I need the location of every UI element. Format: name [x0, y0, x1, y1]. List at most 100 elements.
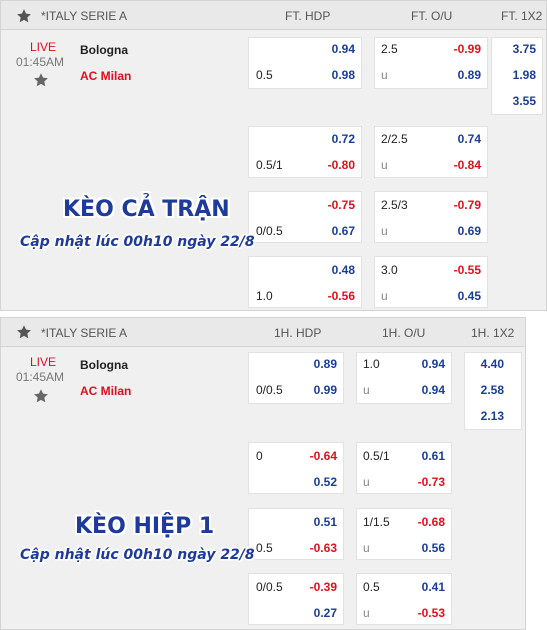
league-name: *ITALY SERIE A: [41, 9, 128, 23]
ou-under-odds[interactable]: -0.84: [453, 158, 481, 172]
ou-over-odds[interactable]: -0.55: [453, 263, 481, 277]
hdp-home-odds[interactable]: 0.89: [313, 357, 337, 371]
hdp-away-odds[interactable]: -0.63: [309, 541, 337, 555]
favorite-star-icon[interactable]: [16, 324, 32, 340]
hdp-odds-cell[interactable]: 0/0.5 -0.39 0.27: [248, 573, 344, 625]
hdp-odds-cell[interactable]: 0/0.5 0.89 0.99: [248, 352, 344, 404]
live-status: LIVE: [30, 355, 57, 369]
h1-odds-panel: *ITALY SERIE A 1H. HDP 1H. O/U 1H. 1X2 L…: [0, 317, 526, 630]
col-header-hdp: FT. HDP: [285, 9, 331, 23]
hdp-odds-cell[interactable]: 0.5 0.51 -0.63: [248, 508, 344, 560]
hdp-line: 0/0.5: [256, 224, 283, 238]
hdp-away-odds[interactable]: 0.27: [313, 606, 337, 620]
ou-over-odds[interactable]: 0.61: [421, 449, 445, 463]
ou-odds-cell[interactable]: 0.5/1 u 0.61 -0.73: [356, 442, 452, 494]
ou-under-label: u: [363, 475, 370, 489]
hdp-odds-cell[interactable]: 0.5 0.94 0.98: [248, 37, 362, 89]
odds-home-win[interactable]: 3.75: [512, 42, 536, 56]
ft-header: *ITALY SERIE A FT. HDP FT. O/U FT. 1X2: [1, 1, 546, 30]
ou-over-odds[interactable]: -0.99: [453, 42, 481, 56]
ou-under-odds[interactable]: 0.69: [457, 224, 481, 238]
odds-draw[interactable]: 3.55: [512, 94, 536, 108]
ou-under-odds[interactable]: -0.53: [417, 606, 445, 620]
col-header-ou: 1H. O/U: [382, 326, 426, 340]
ou-under-label: u: [381, 158, 388, 172]
col-header-ou: FT. O/U: [411, 9, 453, 23]
hdp-away-odds[interactable]: 0.52: [313, 475, 337, 489]
away-team[interactable]: AC Milan: [80, 384, 132, 398]
ou-under-label: u: [363, 606, 370, 620]
ou-over-odds[interactable]: 0.41: [421, 580, 445, 594]
hdp-odds-cell[interactable]: 0 -0.64 0.52: [248, 442, 344, 494]
ou-under-label: u: [363, 383, 370, 397]
hdp-home-odds[interactable]: 0.94: [331, 42, 355, 56]
hdp-odds-cell[interactable]: 0/0.5 -0.75 0.67: [248, 191, 362, 243]
ou-under-odds[interactable]: 0.56: [421, 541, 445, 555]
match-time: 01:45AM: [16, 370, 65, 384]
odds-away-win[interactable]: 2.58: [480, 383, 504, 397]
ou-line: 1/1.5: [363, 515, 390, 529]
hdp-away-odds[interactable]: 0.67: [331, 224, 355, 238]
hdp-home-odds[interactable]: -0.75: [327, 198, 355, 212]
odds-away-win[interactable]: 1.98: [512, 68, 536, 82]
ou-line: 3.0: [381, 263, 398, 277]
ou-under-odds[interactable]: -0.73: [417, 475, 445, 489]
hdp-odds-cell[interactable]: 0.5/1 0.72 -0.80: [248, 126, 362, 178]
match-favorite-star-icon[interactable]: [33, 72, 49, 88]
favorite-star-icon[interactable]: [16, 8, 32, 24]
hdp-line: 0.5/1: [256, 158, 283, 172]
home-team[interactable]: Bologna: [80, 358, 128, 372]
ft-odds-panel: *ITALY SERIE A FT. HDP FT. O/U FT. 1X2 L…: [0, 0, 547, 311]
league-name: *ITALY SERIE A: [41, 326, 128, 340]
hdp-line: 0.5: [256, 68, 273, 82]
ou-under-odds[interactable]: 0.45: [457, 289, 481, 303]
1x2-odds-cell[interactable]: 4.40 2.58 2.13: [464, 352, 522, 430]
col-header-1x2: 1H. 1X2: [471, 326, 515, 340]
hdp-away-odds[interactable]: 0.99: [313, 383, 337, 397]
h1-header: *ITALY SERIE A 1H. HDP 1H. O/U 1H. 1X2: [1, 318, 525, 347]
hdp-line: 0/0.5: [256, 580, 283, 594]
ou-odds-cell[interactable]: 2.5 u -0.99 0.89: [374, 37, 488, 89]
ou-odds-cell[interactable]: 1.0 u 0.94 0.94: [356, 352, 452, 404]
ou-under-odds[interactable]: 0.94: [421, 383, 445, 397]
ou-line: 0.5/1: [363, 449, 390, 463]
hdp-home-odds[interactable]: 0.51: [313, 515, 337, 529]
hdp-home-odds[interactable]: -0.64: [309, 449, 337, 463]
hdp-away-odds[interactable]: -0.56: [327, 289, 355, 303]
ou-over-odds[interactable]: 0.74: [457, 132, 481, 146]
ou-odds-cell[interactable]: 2/2.5 u 0.74 -0.84: [374, 126, 488, 178]
watermark-subtitle: Cập nhật lúc 00h10 ngày 22/8: [20, 547, 255, 563]
hdp-away-odds[interactable]: 0.98: [331, 68, 355, 82]
ou-odds-cell[interactable]: 1/1.5 u -0.68 0.56: [356, 508, 452, 560]
ou-odds-cell[interactable]: 2.5/3 u -0.79 0.69: [374, 191, 488, 243]
match-time: 01:45AM: [16, 55, 65, 69]
ou-odds-cell[interactable]: 0.5 u 0.41 -0.53: [356, 573, 452, 625]
ou-odds-cell[interactable]: 3.0 u -0.55 0.45: [374, 256, 488, 308]
ou-line: 0.5: [363, 580, 380, 594]
watermark-subtitle: Cập nhật lúc 00h10 ngày 22/8: [20, 234, 255, 250]
hdp-home-odds[interactable]: 0.72: [331, 132, 355, 146]
hdp-home-odds[interactable]: -0.39: [309, 580, 337, 594]
ou-under-odds[interactable]: 0.89: [457, 68, 481, 82]
odds-draw[interactable]: 2.13: [480, 409, 504, 423]
away-team[interactable]: AC Milan: [80, 69, 132, 83]
ou-over-odds[interactable]: 0.94: [421, 357, 445, 371]
odds-home-win[interactable]: 4.40: [480, 357, 504, 371]
ou-line: 1.0: [363, 357, 380, 371]
hdp-line: 0/0.5: [256, 383, 283, 397]
1x2-odds-cell[interactable]: 3.75 1.98 3.55: [491, 37, 543, 115]
match-favorite-star-icon[interactable]: [33, 388, 49, 404]
hdp-away-odds[interactable]: -0.80: [327, 158, 355, 172]
hdp-line: 0.5: [256, 541, 273, 555]
hdp-home-odds[interactable]: 0.48: [331, 263, 355, 277]
col-header-hdp: 1H. HDP: [274, 326, 322, 340]
ou-over-odds[interactable]: -0.68: [417, 515, 445, 529]
ou-under-label: u: [381, 224, 388, 238]
ou-over-odds[interactable]: -0.79: [453, 198, 481, 212]
ou-line: 2.5: [381, 42, 398, 56]
home-team[interactable]: Bologna: [80, 43, 128, 57]
col-header-1x2: FT. 1X2: [501, 9, 543, 23]
ou-line: 2/2.5: [381, 132, 408, 146]
live-status: LIVE: [30, 40, 57, 54]
hdp-odds-cell[interactable]: 1.0 0.48 -0.56: [248, 256, 362, 308]
